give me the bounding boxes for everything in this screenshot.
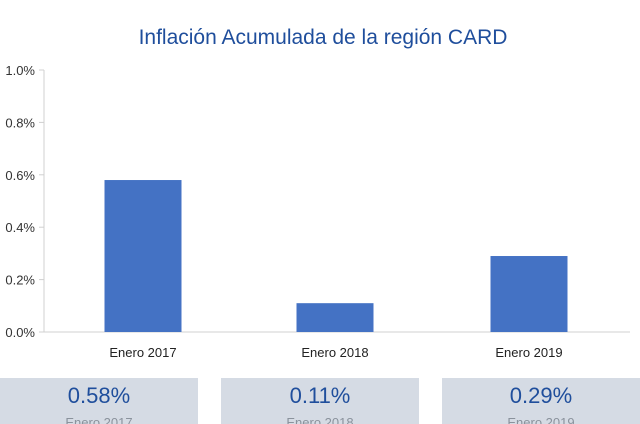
card-label: Enero 2018 (286, 415, 354, 424)
y-tick-label: 1.0% (5, 63, 35, 78)
x-tick-label: Enero 2019 (495, 345, 562, 360)
bar-enero-2017 (104, 180, 182, 332)
chart-title: Inflación Acumulada de la región CARD (138, 26, 508, 49)
y-tick-label: 0.6% (5, 168, 35, 183)
y-tick-label: 0.8% (5, 115, 35, 130)
summary-card-2019: 0.29% Enero 2019 (442, 378, 640, 424)
card-value: 0.58% (67, 383, 131, 408)
summary-card-2018: 0.11% Enero 2018 (221, 378, 419, 424)
x-tick-label: Enero 2018 (301, 345, 368, 360)
summary-card-2017: 0.58% Enero 2017 (0, 378, 198, 424)
bar-enero-2019 (490, 256, 568, 332)
card-label: Enero 2019 (507, 415, 575, 424)
bar-enero-2018 (296, 303, 374, 332)
y-tick-label: 0.0% (5, 325, 35, 340)
y-tick-label: 0.4% (5, 220, 35, 235)
y-tick-label: 0.2% (5, 273, 35, 288)
card-value: 0.29% (509, 383, 573, 408)
card-label: Enero 2017 (65, 415, 133, 424)
x-tick-label: Enero 2017 (109, 345, 176, 360)
bar-chart: 0.0% 0.2% 0.4% 0.6% 0.8% 1.0% Enero 2017 Enero… (5, 63, 630, 360)
card-value: 0.11% (289, 383, 351, 408)
